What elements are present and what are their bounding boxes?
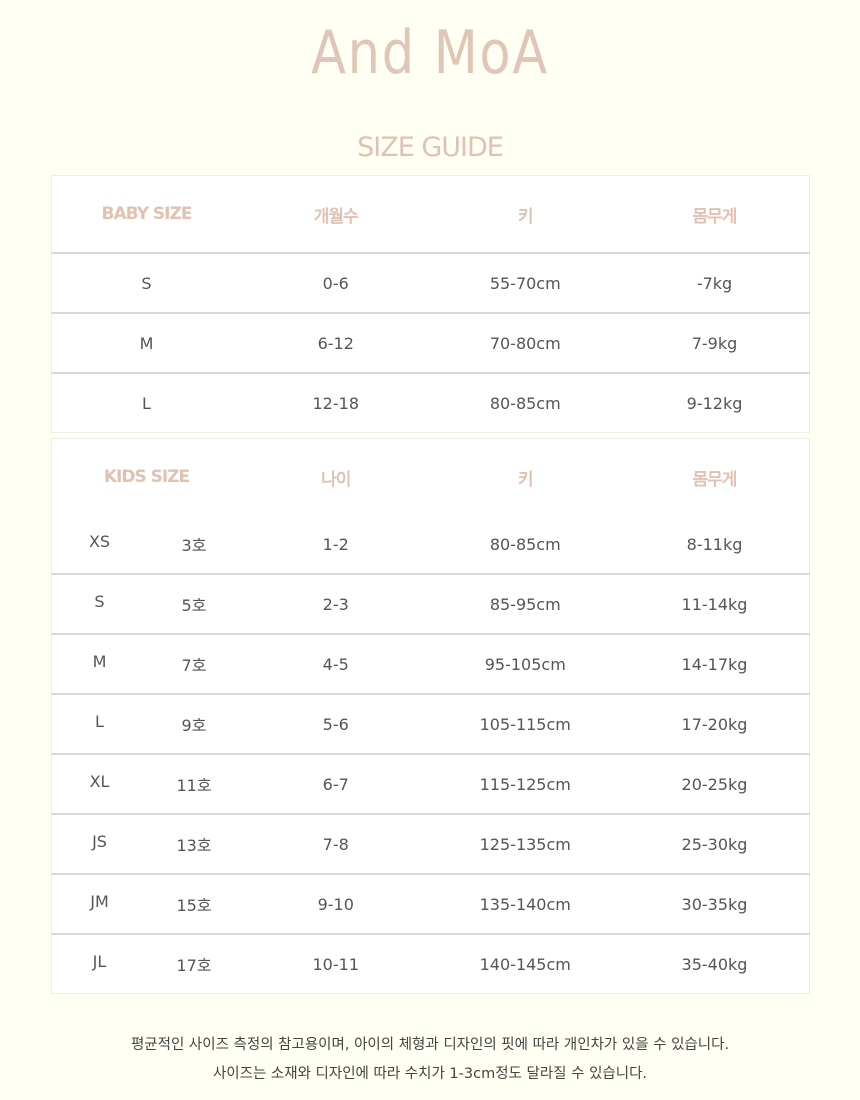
size-number: 17호 [176,956,212,975]
header-cell: BABY SIZE [51,175,241,254]
size-label: L [95,712,104,731]
height-cell: 135-140cm [430,874,620,935]
age-cell: 7-8 [241,814,431,875]
weight-cell: 20-25kg [620,754,810,815]
age-cell: 9-10 [241,874,431,935]
table-row: M 6-12 70-80cm 7-9kg [51,313,810,374]
months-cell: 0-6 [241,253,431,314]
age-cell: 4-5 [241,634,431,695]
size-label: S [94,592,105,611]
size-cell: S 5호 [51,574,241,635]
weight-cell: 14-17kg [620,634,810,695]
height-cell: 70-80cm [430,313,620,374]
table-row: M 7호 4-5 95-105cm 14-17kg [51,634,810,695]
table-row: L 12-18 80-85cm 9-12kg [52,373,810,433]
table-row: XS 3호 1-2 80-85cm 8-11kg [51,515,810,575]
height-cell: 95-105cm [430,634,620,695]
months-cell: 12-18 [312,393,360,413]
table-row: S 5호 2-3 85-95cm 11-14kg [51,574,810,635]
weight-cell: 35-40kg [681,954,748,974]
header-cell: 키 [430,175,620,254]
weight-cell: 7-9kg [620,313,810,374]
table-row: L 9호 5-6 105-115cm 17-20kg [51,694,810,755]
size-cell: XS 3호 [51,515,241,575]
age-cell: 10-11 [312,954,360,974]
size-number: 13호 [176,836,212,855]
weight-cell: 30-35kg [620,874,810,935]
size-number: 9호 [181,716,207,735]
weight-cell: 9-12kg [686,393,743,413]
size-cell: JM 15호 [51,874,241,935]
weight-cell: -7kg [620,253,810,314]
header-cell: 몸무게 [692,469,738,490]
height-cell: 80-85cm [489,393,561,413]
height-cell: 140-145cm [479,954,571,974]
note-line: 사이즈는 소재와 디자인에 따라 수치가 1-3cm정도 달라질 수 있습니다. [212,1066,648,1082]
height-cell: 55-70cm [430,253,620,314]
weight-cell: 17-20kg [620,694,810,755]
height-cell: 105-115cm [430,694,620,755]
table-header-row: BABY SIZE 개월수 키 몸무게 [51,175,810,254]
header-cell: 개월수 [241,175,431,254]
size-number: 11호 [176,776,212,795]
table-row: S 0-6 55-70cm -7kg [51,253,810,314]
size-label: M [92,652,107,671]
age-cell: 2-3 [241,574,431,635]
age-cell: 6-7 [241,754,431,815]
note-line: 평균적인 사이즈 측정의 참고용이며, 아이의 체형과 디자인의 핏에 따라 개… [130,1037,730,1053]
size-label: JS [92,832,107,851]
size-number: 7호 [181,656,207,675]
table-header-row: KIDS SIZE 나이 키 몸무게 [52,439,810,516]
header-cell: KIDS SIZE [103,467,190,487]
page-title: SIZE GUIDE [357,132,504,163]
weight-cell: 8-11kg [620,515,810,575]
size-label: JM [90,892,109,911]
size-label: JL [92,952,107,971]
size-cell: M 7호 [51,634,241,695]
table-row: JM 15호 9-10 135-140cm 30-35kg [51,874,810,935]
height-cell: 85-95cm [430,574,620,635]
baby-size-table: BABY SIZE 개월수 키 몸무게 S 0-6 55-70cm -7kg M… [51,175,810,433]
size-cell: S [51,253,241,314]
table-row: JS 13호 7-8 125-135cm 25-30kg [51,814,810,875]
table-row: JL 17호 10-11 140-145cm 35-40kg [52,934,810,994]
size-number: 3호 [181,536,207,555]
size-cell: JS 13호 [51,814,241,875]
age-cell: 5-6 [241,694,431,755]
table-row: XL 11호 6-7 115-125cm 20-25kg [51,754,810,815]
header-cell: 나이 [321,469,351,490]
header-cell: 키 [517,469,534,490]
age-cell: 1-2 [241,515,431,575]
size-number: 5호 [181,596,207,615]
size-cell: XL 11호 [51,754,241,815]
height-cell: 125-135cm [430,814,620,875]
size-label: XL [89,772,110,791]
size-cell: L [142,393,151,413]
months-cell: 6-12 [241,313,431,374]
height-cell: 80-85cm [430,515,620,575]
weight-cell: 25-30kg [620,814,810,875]
header-cell: 몸무게 [620,175,810,254]
weight-cell: 11-14kg [620,574,810,635]
height-cell: 115-125cm [430,754,620,815]
kids-size-table: KIDS SIZE 나이 키 몸무게 XS 3호 1-2 80-85cm 8-11kg S… [51,438,810,994]
size-number: 15호 [176,896,212,915]
size-cell: L 9호 [51,694,241,755]
brand-logo: And MoA [311,18,549,88]
size-label: XS [88,532,111,551]
size-cell: JL 17호 [52,934,242,994]
size-cell: M [51,313,241,374]
